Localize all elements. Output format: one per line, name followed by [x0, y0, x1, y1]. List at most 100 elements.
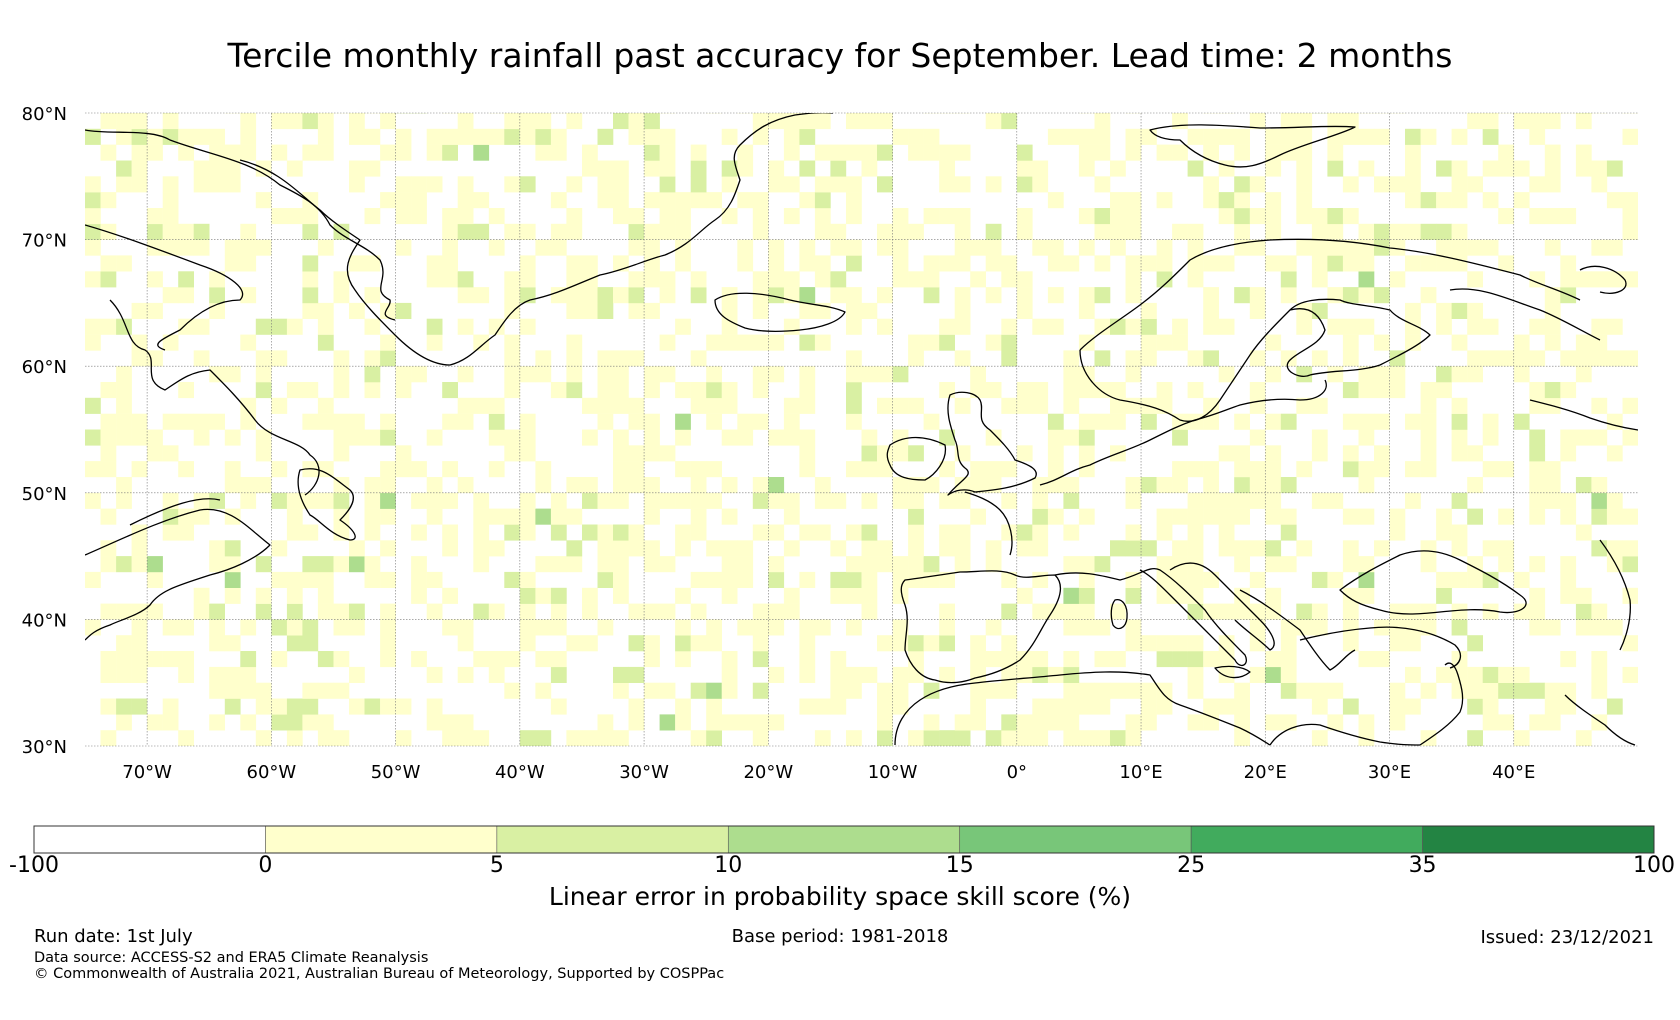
- skill-cell: [908, 571, 924, 588]
- skill-cell: [1094, 318, 1111, 335]
- skill-cell: [799, 429, 816, 446]
- skill-cell: [224, 635, 241, 652]
- skill-cell: [752, 524, 769, 541]
- skill-cell: [768, 556, 785, 573]
- skill-cell: [1078, 429, 1095, 446]
- skill-cell: [519, 128, 536, 145]
- skill-cell: [1622, 223, 1638, 240]
- latitude-label: 60°N: [22, 357, 67, 378]
- skill-cell: [131, 176, 148, 193]
- skill-cell: [1482, 603, 1499, 620]
- skill-cell: [1622, 429, 1638, 446]
- skill-cell: [116, 429, 132, 446]
- skill-cell: [349, 302, 365, 319]
- skill-cell: [690, 524, 707, 541]
- skill-cell: [721, 128, 738, 145]
- skill-cell: [1187, 571, 1204, 588]
- skill-cell: [923, 682, 940, 699]
- skill-cell: [333, 603, 350, 620]
- skill-cell: [1544, 682, 1561, 699]
- skill-cell: [1420, 192, 1437, 209]
- skill-cell: [1187, 682, 1204, 699]
- skill-cell: [1078, 445, 1095, 462]
- skill-cell: [1125, 128, 1142, 145]
- skill-cell: [1622, 587, 1638, 604]
- skill-cell: [799, 397, 816, 414]
- skill-cell: [178, 128, 194, 145]
- skill-cell: [861, 540, 878, 557]
- skill-cell: [675, 698, 691, 715]
- skill-cell: [1296, 619, 1313, 636]
- skill-cell: [892, 429, 909, 446]
- skill-cell: [923, 714, 940, 731]
- skill-cell: [395, 113, 412, 114]
- skill-cell: [1575, 603, 1592, 620]
- skill-cell: [302, 113, 319, 114]
- skill-cell: [908, 635, 924, 652]
- skill-cell: [1420, 382, 1437, 399]
- skill-cell: [162, 223, 179, 240]
- skill-cell: [628, 714, 645, 731]
- skill-cell: [1156, 144, 1173, 161]
- skill-cell: [240, 287, 257, 304]
- skill-cell: [240, 714, 257, 731]
- skill-cell: [411, 571, 427, 588]
- skill-cell: [224, 429, 241, 446]
- skill-cell: [1156, 635, 1173, 652]
- skill-cell: [178, 730, 194, 746]
- skill-cell: [628, 287, 645, 304]
- skill-cell: [333, 223, 350, 240]
- skill-cell: [597, 730, 614, 746]
- skill-cell: [861, 603, 878, 620]
- skill-cell: [1078, 128, 1095, 145]
- skill-cell: [892, 587, 909, 604]
- skill-cell: [721, 176, 738, 193]
- skill-cell: [613, 429, 629, 446]
- longitude-label: 10°E: [1119, 762, 1162, 783]
- skill-cell: [147, 651, 163, 668]
- skill-cell: [1265, 587, 1282, 604]
- skill-cell: [908, 334, 924, 351]
- skill-cell: [690, 635, 707, 652]
- skill-cell: [100, 698, 117, 715]
- skill-cell: [1420, 445, 1437, 462]
- skill-cell: [752, 651, 769, 668]
- skill-cell: [1125, 287, 1142, 304]
- skill-cell: [1156, 271, 1173, 288]
- skill-cell: [752, 334, 769, 351]
- skill-cell: [628, 477, 645, 494]
- skill-cell: [1342, 556, 1359, 573]
- coastline-white-sea: [1579, 265, 1627, 294]
- skill-cell: [846, 113, 862, 130]
- skill-cell: [457, 192, 474, 209]
- skill-cell: [659, 556, 676, 573]
- skill-cell: [1265, 208, 1282, 225]
- skill-cell: [985, 382, 1002, 399]
- skill-cell: [1047, 128, 1064, 145]
- skill-cell: [706, 571, 722, 588]
- skill-cell: [814, 271, 831, 288]
- skill-cell: [613, 366, 629, 383]
- skill-cell: [597, 192, 614, 209]
- skill-cell: [954, 397, 971, 414]
- skill-cell: [1125, 318, 1142, 335]
- skill-cell: [535, 619, 552, 636]
- skill-cell: [193, 508, 210, 525]
- skill-cell: [1249, 382, 1266, 399]
- skill-cell: [597, 540, 614, 557]
- skill-cell: [1327, 318, 1344, 335]
- skill-cell: [1451, 603, 1468, 620]
- skill-cell: [1094, 255, 1111, 272]
- skill-cell: [1358, 113, 1375, 114]
- skill-cell: [939, 382, 955, 399]
- skill-cell: [1063, 128, 1080, 145]
- skill-cell: [1156, 382, 1173, 399]
- skill-cell: [1622, 128, 1638, 145]
- skill-cell: [675, 461, 691, 478]
- skill-cell: [240, 682, 257, 699]
- skill-cell: [566, 366, 583, 383]
- skill-cell: [1249, 540, 1266, 557]
- skill-cell: [1110, 540, 1126, 557]
- skill-cell: [706, 635, 722, 652]
- skill-cell: [613, 587, 629, 604]
